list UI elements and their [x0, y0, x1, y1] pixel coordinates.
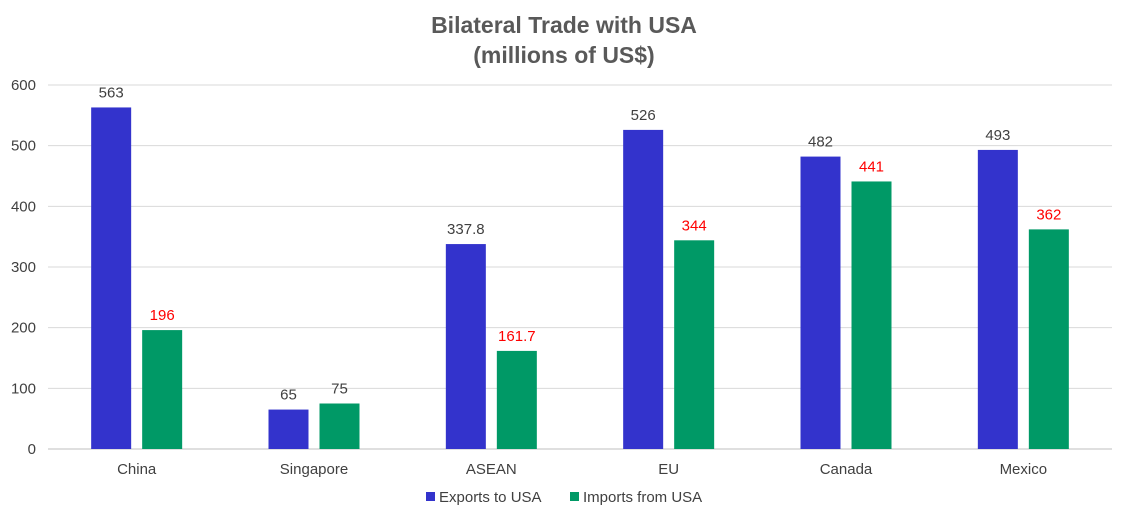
data-label: 482 [808, 134, 833, 151]
bar-exports-eu [623, 129, 664, 450]
gridlines [48, 84, 1112, 450]
y-tick-label: 200 [11, 320, 36, 337]
y-tick-label: 300 [11, 259, 36, 276]
data-label: 526 [631, 107, 656, 124]
data-label: 75 [331, 381, 348, 398]
legend: Exports to USA Imports from USA [426, 489, 702, 506]
x-axis-ticks: China Singapore ASEAN EU Canada Mexico [117, 461, 1047, 478]
data-label: 563 [99, 84, 124, 101]
legend-swatch [570, 492, 579, 501]
data-labels: 563 196 65 75 337.8 161.7 526 344 482 441 493 362 [99, 84, 1062, 403]
legend-label: Exports to USA [439, 489, 542, 506]
y-axis-ticks: 0 100 200 300 400 500 600 [11, 77, 36, 458]
data-label: 65 [280, 387, 297, 404]
data-label: 196 [150, 307, 175, 324]
bar-imports-asean [496, 350, 537, 449]
y-tick-label: 400 [11, 198, 36, 215]
y-tick-label: 100 [11, 380, 36, 397]
bar-exports-mexico [977, 149, 1018, 449]
bar-series [91, 107, 1069, 450]
legend-swatch [426, 492, 435, 501]
y-tick-label: 0 [28, 441, 36, 458]
bar-imports-eu [674, 240, 715, 449]
bar-exports-china [91, 107, 132, 450]
bar-imports-canada [851, 181, 892, 449]
x-tick-label: Singapore [280, 461, 348, 478]
data-label: 441 [859, 158, 884, 175]
bar-imports-china [142, 330, 183, 449]
bar-imports-mexico [1028, 229, 1069, 449]
x-tick-label: China [117, 461, 157, 478]
bar-exports-asean [445, 244, 486, 449]
data-label: 493 [985, 127, 1010, 144]
legend-label: Imports from USA [583, 489, 702, 506]
chart-title-line-2: (millions of US$) [473, 42, 654, 68]
bar-exports-singapore [268, 409, 309, 449]
chart-title-line-1: Bilateral Trade with USA [431, 12, 697, 38]
data-label: 161.7 [498, 328, 536, 345]
x-tick-label: EU [658, 461, 679, 478]
x-tick-label: Canada [820, 461, 873, 478]
x-tick-label: ASEAN [466, 461, 517, 478]
bar-exports-canada [800, 156, 841, 449]
x-tick-label: Mexico [1000, 461, 1048, 478]
bar-imports-singapore [319, 403, 360, 449]
data-label: 344 [682, 217, 707, 234]
y-tick-label: 500 [11, 138, 36, 155]
y-tick-label: 600 [11, 77, 36, 94]
data-label: 337.8 [447, 221, 485, 238]
data-label: 362 [1036, 206, 1061, 223]
